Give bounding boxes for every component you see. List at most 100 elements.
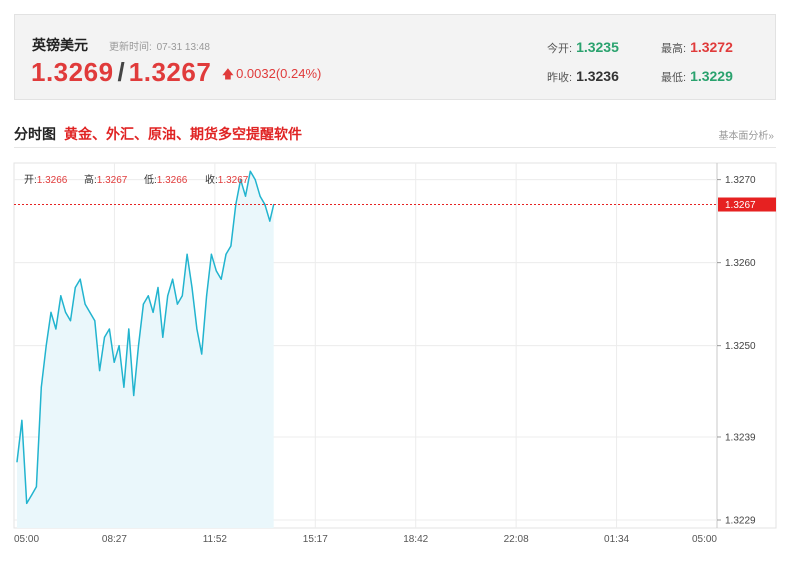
price-point xyxy=(167,295,169,297)
price-point xyxy=(254,179,256,181)
price-point xyxy=(269,220,271,222)
price-point xyxy=(35,486,38,488)
price-point xyxy=(152,311,154,313)
price-point xyxy=(21,419,23,421)
price-point xyxy=(26,502,28,504)
x-tick-label: 05:00 xyxy=(14,534,39,545)
ohlc-readout: 开:1.3266 高:1.3267 低:1.3266 收:1.3267 xyxy=(24,173,249,186)
x-tick-label: 05:00 xyxy=(692,534,717,545)
prev-close-label: 昨收: xyxy=(547,72,573,84)
price-point xyxy=(220,278,222,280)
price-point xyxy=(137,345,140,347)
open-label: 今开: xyxy=(547,43,573,55)
price-point xyxy=(40,386,42,388)
price-point xyxy=(147,295,149,297)
price-point xyxy=(215,270,217,272)
price-change: 🡅 0.0032(0.24%) xyxy=(222,66,322,81)
y-tick-label: 1.3250 xyxy=(725,341,756,352)
y-tick-label: 1.3260 xyxy=(725,258,756,269)
bid-price: 1.3269 xyxy=(31,57,114,87)
price-change-value: 0.0032(0.24%) xyxy=(236,66,322,81)
price-point xyxy=(128,328,130,330)
ohlc-close-label: 收: xyxy=(205,173,218,186)
price-point xyxy=(196,328,198,330)
ohlc-high: 高:1.3267 xyxy=(84,173,128,186)
ohlc-open: 开:1.3266 xyxy=(24,175,68,186)
y-tick-label: 1.3270 xyxy=(725,175,756,186)
fundamental-analysis-link[interactable]: 基本面分析» xyxy=(718,131,774,142)
open-stat: 今开: 1.3235 xyxy=(547,39,619,56)
price-point xyxy=(157,286,159,289)
price-point xyxy=(133,394,135,397)
price-point xyxy=(84,303,86,305)
price-area-fill xyxy=(17,171,274,529)
price-point xyxy=(89,311,91,313)
quote-panel: 英镑美元 更新时间: 07-31 13:48 1.3269/1.3267 🡅 0.… xyxy=(14,14,776,100)
price-point xyxy=(55,328,57,330)
price-point xyxy=(176,303,178,305)
current-price-label: 1.3267 xyxy=(725,200,756,211)
prev-close-stat: 昨收: 1.3236 xyxy=(547,68,619,85)
price-point xyxy=(206,295,208,297)
low-value: 1.3229 xyxy=(690,68,733,84)
promo-link[interactable]: 黄金、外汇、原油、期货多空提醒软件 xyxy=(64,126,302,142)
update-time-value: 07-31 13:48 xyxy=(156,42,210,53)
price-point xyxy=(191,286,193,289)
x-tick-label: 01:34 xyxy=(604,534,629,545)
price-point xyxy=(249,170,251,172)
price-point xyxy=(244,195,247,197)
price-point xyxy=(60,295,62,297)
high-stat: 最高: 1.3272 xyxy=(661,39,733,56)
price-line xyxy=(16,170,275,505)
price-point xyxy=(259,195,261,197)
ask-price: 1.3267 xyxy=(128,57,212,87)
price-display: 1.3269/1.3267 🡅 0.0032(0.24%) xyxy=(31,57,321,88)
ohlc-high-value: 1.3267 xyxy=(97,175,128,186)
ohlc-low-value: 1.3266 xyxy=(157,175,188,186)
ohlc-low: 低:1.3266 xyxy=(144,173,188,186)
low-stat: 最低: 1.3229 xyxy=(661,68,733,85)
y-tick-label: 1.3229 xyxy=(725,516,756,527)
open-value: 1.3235 xyxy=(576,39,619,55)
current-price-marker xyxy=(718,197,776,212)
price-point xyxy=(142,303,144,305)
price-point xyxy=(264,203,266,206)
symbol-name: 英镑美元 xyxy=(32,37,88,53)
section-divider xyxy=(14,147,776,148)
price-separator: / xyxy=(117,57,125,87)
prev-close-value: 1.3236 xyxy=(576,68,619,84)
price-point xyxy=(225,253,227,255)
up-arrow-icon: 🡅 xyxy=(221,67,235,81)
update-time: 更新时间: 07-31 13:48 xyxy=(109,38,210,53)
price-point xyxy=(230,245,232,247)
price-point xyxy=(16,461,18,463)
ohlc-close: 收:1.3267 xyxy=(205,173,249,186)
x-tick-label: 08:27 xyxy=(102,534,127,545)
x-tick-label: 18:42 xyxy=(403,534,428,545)
price-point xyxy=(79,278,81,280)
price-point xyxy=(201,353,203,355)
ohlc-open-value: 1.3266 xyxy=(37,175,68,186)
price-point xyxy=(103,336,106,338)
price-point xyxy=(65,311,67,313)
price-point xyxy=(74,286,76,289)
price-point xyxy=(45,345,47,347)
high-label: 最高: xyxy=(661,43,687,55)
price-point xyxy=(162,336,164,338)
price-point xyxy=(240,179,242,181)
price-point xyxy=(31,494,33,496)
price-point xyxy=(94,320,96,322)
section-title: 分时图 xyxy=(14,126,56,142)
ohlc-low-label: 低: xyxy=(144,173,157,186)
price-point xyxy=(172,278,174,280)
price-point xyxy=(123,386,125,388)
ohlc-high-label: 高: xyxy=(84,173,97,186)
ohlc-close-value: 1.3267 xyxy=(218,175,249,186)
x-tick-label: 22:08 xyxy=(504,534,529,545)
price-point xyxy=(69,320,72,322)
low-label: 最低: xyxy=(661,72,687,84)
price-point xyxy=(118,345,120,347)
x-tick-label: 11:52 xyxy=(203,534,228,545)
ohlc-open-label: 开: xyxy=(24,175,37,186)
